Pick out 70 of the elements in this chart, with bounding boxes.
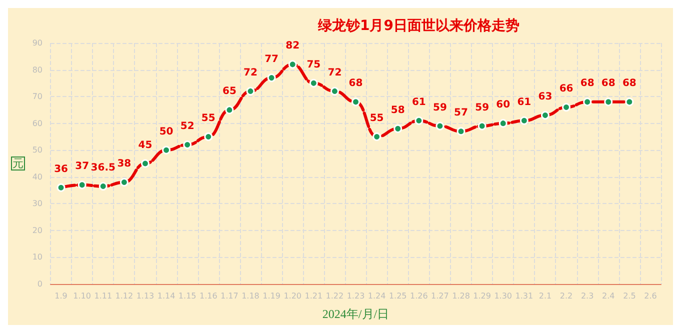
x-tick-label: 1.9 xyxy=(54,292,68,300)
data-label: 45 xyxy=(138,140,152,151)
y-tick-label: 0 xyxy=(37,280,42,288)
data-label: 68 xyxy=(601,78,616,90)
x-tick-label: 2.5 xyxy=(623,292,636,300)
x-tick-label: 2.2 xyxy=(560,292,573,300)
data-label: 72 xyxy=(328,67,342,78)
x-tick-label: 1.20 xyxy=(284,292,302,300)
y-tick-label: 50 xyxy=(32,146,42,155)
x-tick-label: 1.25 xyxy=(388,292,407,300)
chart-title: 绿龙钞1月9日面世以来价格走势 xyxy=(317,18,520,34)
y-tick-label: 70 xyxy=(32,92,42,102)
x-tick-label: 2.1 xyxy=(538,292,552,300)
data-label: 37 xyxy=(75,161,90,172)
data-label: 59 xyxy=(475,102,490,114)
x-tick-label: 1.10 xyxy=(73,292,91,300)
data-label: 50 xyxy=(159,126,174,138)
y-tick-label: 80 xyxy=(32,65,42,74)
x-tick-label: 1.23 xyxy=(346,292,365,300)
y-tick-label: 20 xyxy=(32,226,42,235)
x-tick-label: 1.29 xyxy=(473,292,491,300)
x-tick-label: 1.30 xyxy=(494,292,512,300)
x-tick-label: 1.16 xyxy=(199,292,218,300)
x-tick-label: 1.14 xyxy=(157,292,176,300)
x-tick-label: 1.21 xyxy=(304,292,323,300)
x-tick-label: 1.19 xyxy=(262,292,280,300)
y-tick-label: 90 xyxy=(32,38,42,48)
y-tick-label: 40 xyxy=(32,172,42,182)
data-label: 66 xyxy=(559,84,574,95)
data-label: 57 xyxy=(454,108,468,119)
x-tick-label: 1.18 xyxy=(242,292,260,300)
y-tick-label: 10 xyxy=(32,252,42,262)
y-axis-title: 元 xyxy=(12,157,24,170)
data-label: 36 xyxy=(54,164,68,175)
data-label: 61 xyxy=(412,96,426,108)
x-tick-label: 2.6 xyxy=(644,292,657,300)
data-label: 36.5 xyxy=(90,162,116,174)
x-tick-label: 1.26 xyxy=(410,292,428,300)
x-tick-label: 1.28 xyxy=(452,292,470,300)
data-label: 58 xyxy=(390,104,405,116)
data-label: 82 xyxy=(286,40,300,52)
data-label: 77 xyxy=(264,54,279,66)
data-label: 38 xyxy=(117,158,132,170)
data-label: 61 xyxy=(517,96,532,108)
x-tick-label: 1.17 xyxy=(220,292,238,300)
x-tick-label: 1.27 xyxy=(431,292,449,300)
data-label: 75 xyxy=(306,59,321,70)
x-tick-label: 2.4 xyxy=(602,292,615,300)
data-label: 68 xyxy=(348,78,363,90)
data-label: 59 xyxy=(432,102,447,114)
data-label: 52 xyxy=(180,121,194,132)
x-tick-label: 1.24 xyxy=(368,292,386,300)
x-tick-label: 1.22 xyxy=(326,292,344,300)
x-tick-label: 1.11 xyxy=(94,292,112,300)
x-tick-label: 2.3 xyxy=(580,292,594,300)
x-tick-label: 1.12 xyxy=(115,292,134,300)
y-tick-label: 30 xyxy=(32,199,42,208)
x-tick-label: 1.15 xyxy=(178,292,196,300)
x-tick-label: 1.31 xyxy=(515,292,534,300)
data-label: 68 xyxy=(580,78,594,90)
data-label: 72 xyxy=(244,67,258,78)
data-label: 60 xyxy=(496,100,510,111)
data-label: 55 xyxy=(370,112,384,124)
x-tick-label: 1.13 xyxy=(136,292,154,300)
x-axis-title: 2024年/月/日 xyxy=(322,307,390,321)
data-label: 68 xyxy=(622,78,636,90)
y-tick-label: 60 xyxy=(32,118,42,128)
data-label: 65 xyxy=(222,86,236,98)
data-label: 63 xyxy=(538,92,552,103)
data-label: 55 xyxy=(201,112,216,124)
